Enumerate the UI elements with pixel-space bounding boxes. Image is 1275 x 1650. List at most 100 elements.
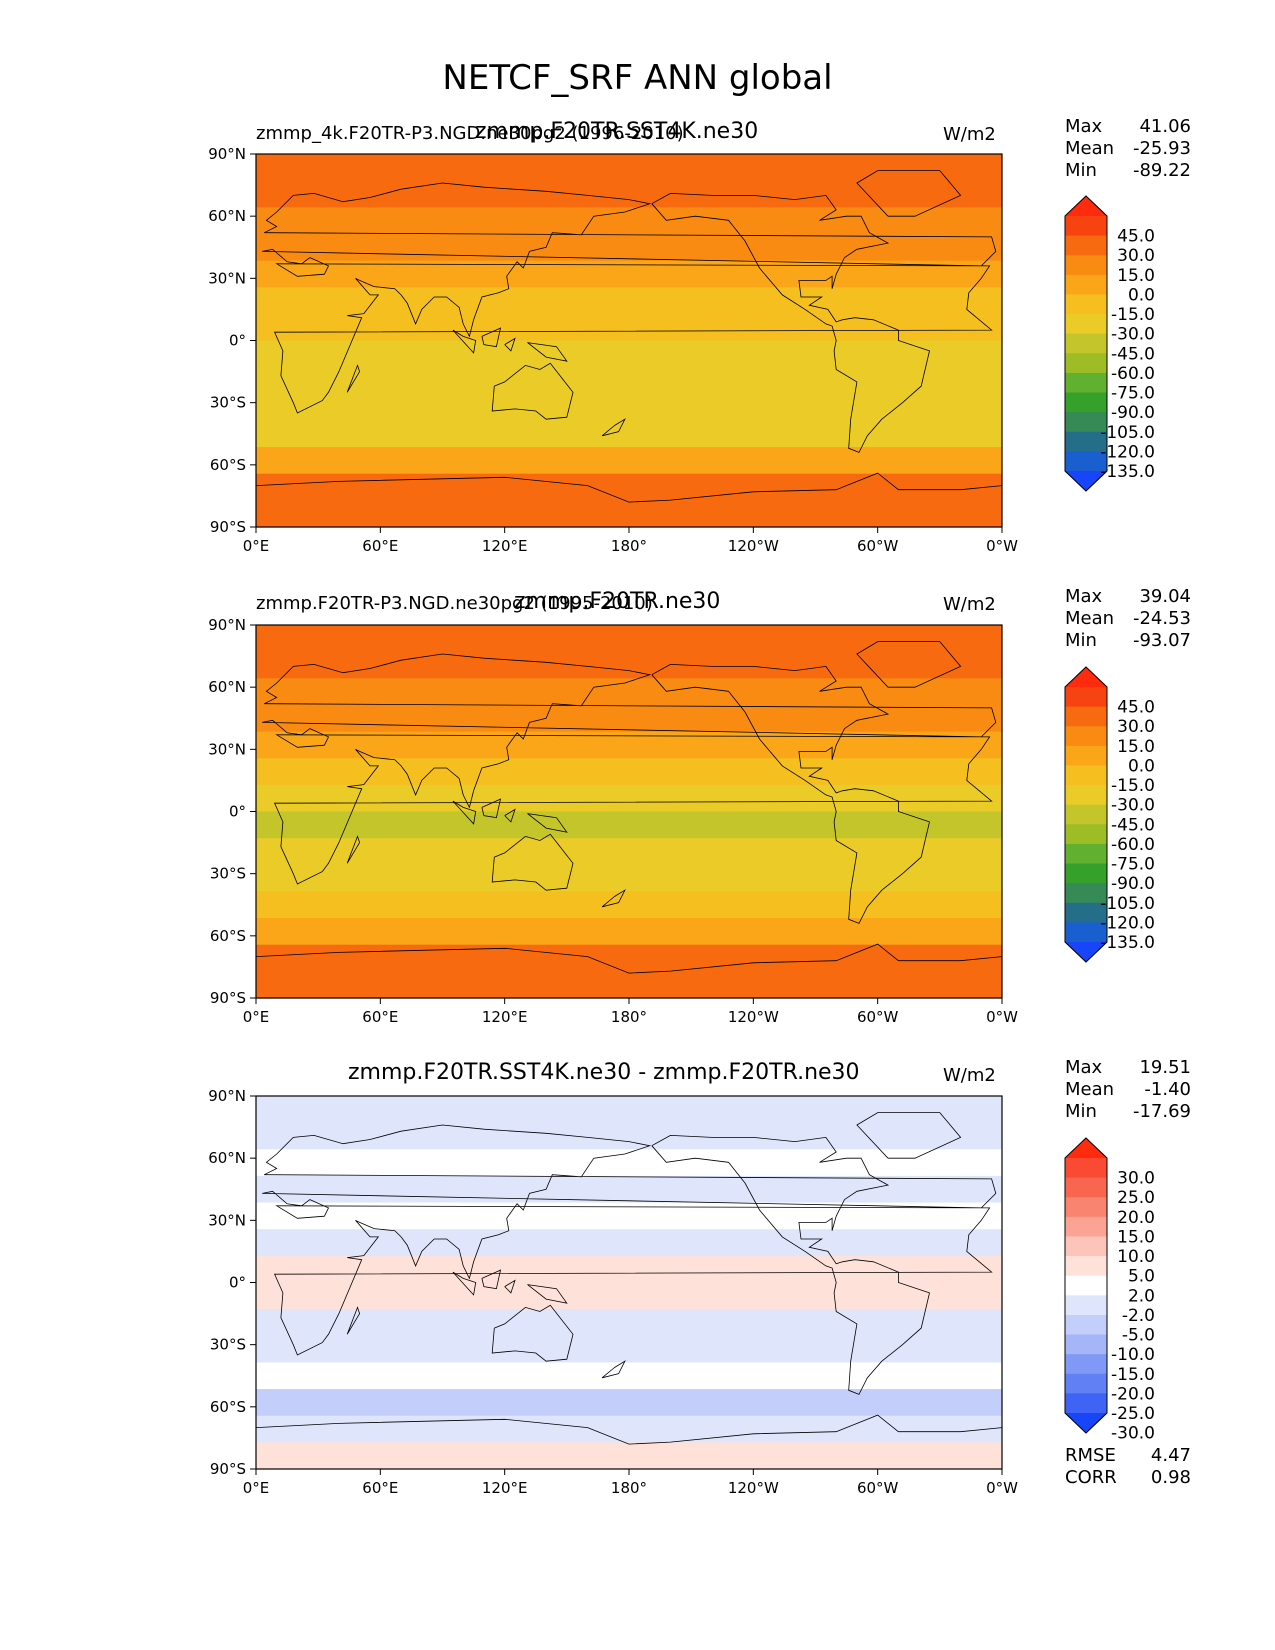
coastline [481,1269,502,1290]
colorbar-tick-label: -15.0 [1111,776,1155,796]
coastline [346,1306,361,1335]
colorbar-tick-label: 0.0 [1128,285,1155,305]
coastline [601,889,626,908]
colorbar-extend-max [1065,667,1107,687]
colorbar-bin [1065,883,1107,904]
lat-band [256,1255,1002,1284]
x-tick-label: 120°W [728,1479,779,1497]
stat-label: Max [1065,586,1103,607]
lat-band [256,1096,1002,1124]
panel-1-left-label: zmmp_4k.F20TR-P3.NGD.ne30pg2 (1996-2010) [256,123,684,144]
coastline [255,472,1003,503]
colorbar-bin [1065,1177,1107,1198]
panel-3-stats: Max 19.51 Mean -1.40 Min -17.69 [1065,1057,1191,1123]
y-tick-label: 90°S [210,1460,246,1478]
coastline [346,364,361,393]
colorbar-tick-label: -30.0 [1111,325,1155,345]
colorbar-bin [1065,314,1107,335]
colorbar-extend-min [1065,942,1107,962]
lat-band [256,784,1002,813]
colorbar-3: 30.025.020.015.010.05.02.0-2.0-5.0-10.0-… [1064,1137,1155,1444]
y-tick-label: 60°N [208,678,246,696]
map-panel-1: 90°N 60°N 30°N 0° 30°S 60°S 90°S0°E 60°E 120°E 18… [208,145,1018,555]
colorbar-bin [1065,1314,1107,1336]
colorbar-tick-label: 15.0 [1117,737,1155,757]
coastline [262,1124,997,1356]
lat-band [256,971,1002,999]
lat-band [256,918,1002,946]
colorbar-tick-label: -75.0 [1111,384,1155,404]
coastline [601,1360,626,1379]
coastline [452,1271,477,1296]
x-tick-label: 60°E [362,1008,398,1026]
colorbar-tick-label: -2.0 [1122,1306,1155,1326]
lat-band [256,313,1002,342]
y-tick-label: 90°N [208,1087,246,1105]
colorbar-bin [1065,333,1107,354]
y-tick-label: 30°S [210,394,246,412]
coastline [491,362,574,420]
colorbar-tick-label: -10.0 [1111,1345,1155,1365]
colorbar-bin [1065,765,1107,786]
x-tick-label: 120°W [728,1008,779,1026]
lat-band [256,1362,1002,1390]
x-tick-label: 0°W [986,1008,1018,1026]
stat-value: 41.06 [1139,116,1191,137]
panel-2-stats: Max 39.04 Mean -24.53 Min -93.07 [1065,586,1191,652]
stat-label: Min [1065,630,1097,651]
y-tick-label: 90°S [210,518,246,536]
lat-band [256,393,1002,422]
lat-band [256,891,1002,919]
coastline [491,1304,574,1362]
lat-band [256,1389,1002,1417]
y-tick-label: 90°S [210,989,246,1007]
colorbar-tick-label: 15.0 [1117,266,1155,286]
colorbar-tick-label: 45.0 [1117,698,1155,718]
lat-band [256,1122,1002,1150]
colorbar-tick-label: 30.0 [1117,717,1155,737]
stat-value: -89.22 [1132,160,1191,181]
y-tick-label: 0° [229,332,246,350]
lat-band [256,500,1002,528]
lat-band [256,811,1002,839]
stat-label: Max [1065,1057,1103,1078]
map-panel-2: 90°N 60°N 30°N 0° 30°S 60°S 90°S0°E 60°E 120°E 18… [208,616,1018,1026]
coastline [601,418,626,437]
colorbar-tick-label: -5.0 [1122,1326,1155,1346]
lat-band [256,704,1002,733]
stat-label: Max [1065,116,1103,137]
colorbar-bin [1065,353,1107,374]
coastline [262,653,997,885]
lat-band [256,154,1002,182]
colorbar-extend-min [1065,1413,1107,1433]
colorbar-extend-min [1065,471,1107,491]
coastline [255,943,1003,974]
stat-value: -93.07 [1132,630,1191,651]
panel-1-units: W/m2 [943,124,996,145]
colorbar-bin [1065,372,1107,394]
colorbar-tick-label: -60.0 [1111,364,1155,384]
colorbar-tick-label: -105.0 [1100,423,1155,443]
coastline [527,1284,568,1304]
colorbar-tick-label: -20.0 [1111,1384,1155,1404]
colorbar-bin [1065,902,1107,923]
colorbar-bin [1065,824,1107,845]
lat-band [256,758,1002,786]
panel-1-stats: Max 41.06 Mean -25.93 Min -89.22 [1065,116,1191,182]
stat-value: 0.98 [1150,1467,1191,1488]
colorbar-tick-label: 2.0 [1128,1286,1155,1306]
lat-band [256,473,1002,501]
colorbar-tick-label: -135.0 [1100,933,1155,953]
lat-band [256,1442,1002,1470]
stat-value: -17.69 [1132,1101,1191,1122]
colorbar-bin [1065,294,1107,315]
colorbar-tick-label: -105.0 [1100,894,1155,914]
y-tick-label: 30°N [208,1211,246,1229]
colorbar-tick-label: -30.0 [1111,1424,1155,1444]
colorbar-bin [1065,863,1107,884]
lat-band [256,1309,1002,1337]
lat-band [256,1229,1002,1257]
stat-label: Mean [1065,608,1115,629]
x-tick-label: 180° [611,1008,647,1026]
colorbar-bin [1065,1216,1107,1237]
